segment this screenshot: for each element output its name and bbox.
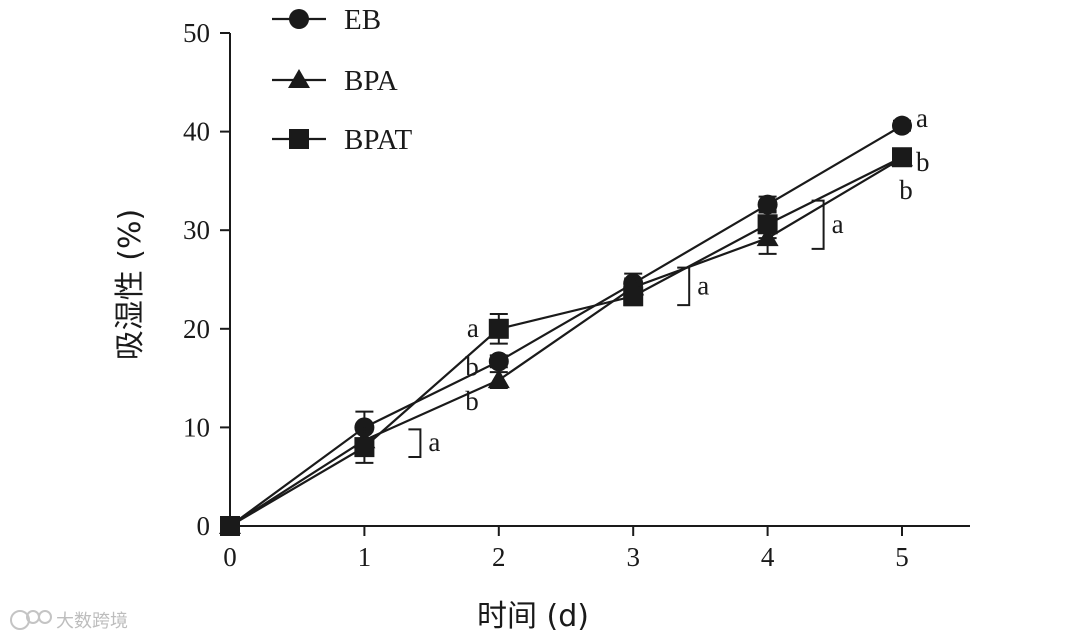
x-axis-title: 时间 (d) [477,599,589,634]
legend-label-bpa: BPA [344,65,398,97]
significance-label: a [916,103,928,133]
series-layer [219,115,913,536]
significance-bracket [811,199,825,250]
x-tick-label: 1 [358,542,372,572]
watermark-text: 大数跨境 [56,611,128,632]
legend-item-bpat: BPAT [272,124,413,156]
axes: 0 10 20 30 40 50 0 1 2 3 4 5 [183,18,970,572]
legend-marker-bpat [289,129,309,149]
y-tick-label: 30 [183,215,210,245]
x-tick-label: 5 [895,542,909,572]
y-tick-label: 20 [183,314,210,344]
significance-label: b [899,175,913,205]
legend: EB BPA BPAT [272,4,413,156]
y-axis-title: 吸湿性 (%) [113,209,148,360]
series-bpa [219,147,913,534]
series-line-eb [229,124,903,527]
series-eb [220,115,912,536]
watermark-logo-icon [10,610,52,630]
significance-label: a [832,209,844,239]
y-tick-label: 0 [197,511,211,541]
significance-label: a [697,270,709,300]
legend-item-bpa: BPA [272,65,398,97]
data-point-bpa [487,369,510,389]
legend-marker-bpa [288,69,310,88]
series-bpat [220,147,912,536]
legend-label-bpat: BPAT [344,124,413,156]
series-line-bpa [229,157,903,527]
significance-label: b [465,351,479,381]
data-point-eb [892,115,912,136]
significance-label: b [916,147,930,177]
y-tick-label: 50 [183,18,210,48]
data-point-bpat [354,437,375,458]
x-tick-label: 3 [626,542,640,572]
y-axis-title-group: 吸湿性 (%) [113,209,148,360]
significance-label: a [467,313,479,343]
series-line-bpat [229,156,903,527]
x-tick-label: 4 [761,542,775,572]
significance-label: b [465,386,479,416]
legend-label-eb: EB [344,4,381,36]
watermark: 大数跨境 [10,610,128,632]
data-point-bpat [757,214,778,235]
y-tick-label: 10 [183,412,210,442]
significance-bracket [408,428,422,458]
data-point-bpat [488,318,509,339]
legend-item-eb: EB [272,4,381,36]
data-point-eb [488,351,509,372]
legend-marker-eb [289,9,309,29]
data-point-bpat [892,147,912,168]
significance-label: a [428,427,440,457]
x-tick-label: 2 [492,542,506,572]
data-point-bpat [220,516,240,536]
data-point-bpat [623,286,644,307]
x-tick-label: 0 [223,542,237,572]
significance-bracket [677,266,691,307]
y-tick-label: 40 [183,117,210,147]
